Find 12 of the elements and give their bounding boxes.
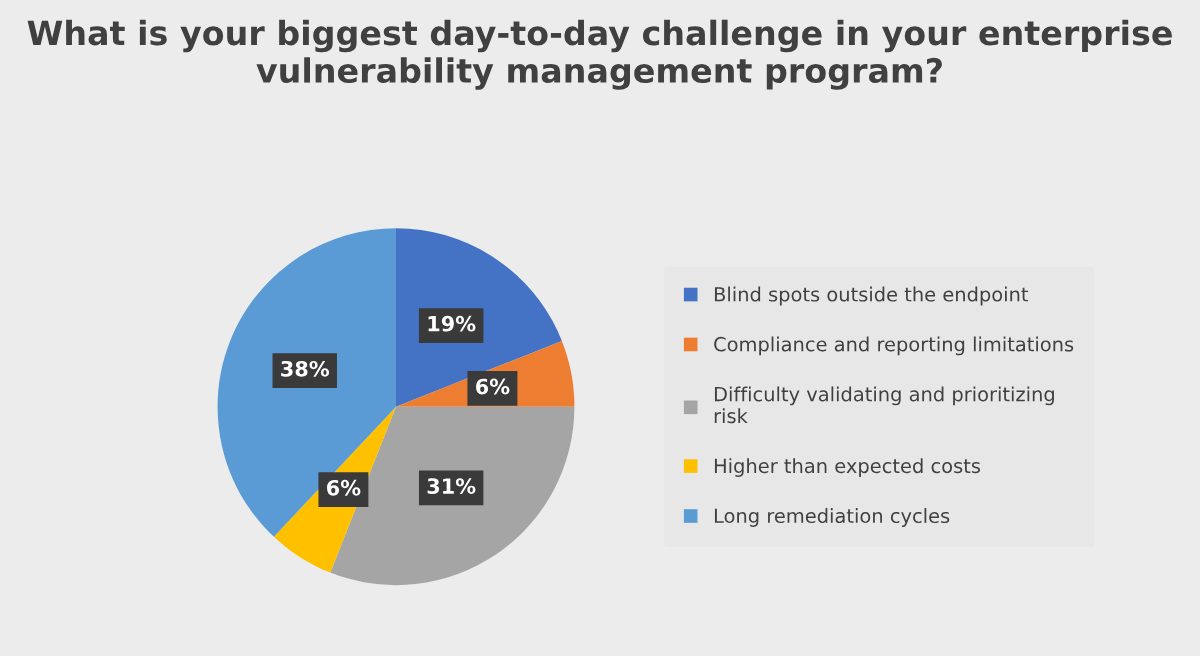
data-label: 6% — [476, 378, 510, 395]
legend-label: Higher than expected costs — [714, 458, 981, 477]
data-label: 19% — [428, 315, 476, 332]
data-label: 31% — [427, 478, 476, 494]
pie-slice — [217, 228, 396, 537]
legend-label: Difficulty validating and prioritizing risk — [714, 386, 1054, 424]
legend-label: Long remediation cycles — [714, 508, 950, 527]
data-label: 38% — [281, 360, 330, 377]
legend-label: Blind spots outside the endpoint — [714, 286, 1029, 306]
legend-label: Compliance and reporting limitations — [714, 336, 1074, 356]
chart-title: What is your biggest day-to-day challenge in your enterprise vulnerability management program? — [27, 19, 1172, 90]
data-label: 6% — [327, 479, 361, 496]
